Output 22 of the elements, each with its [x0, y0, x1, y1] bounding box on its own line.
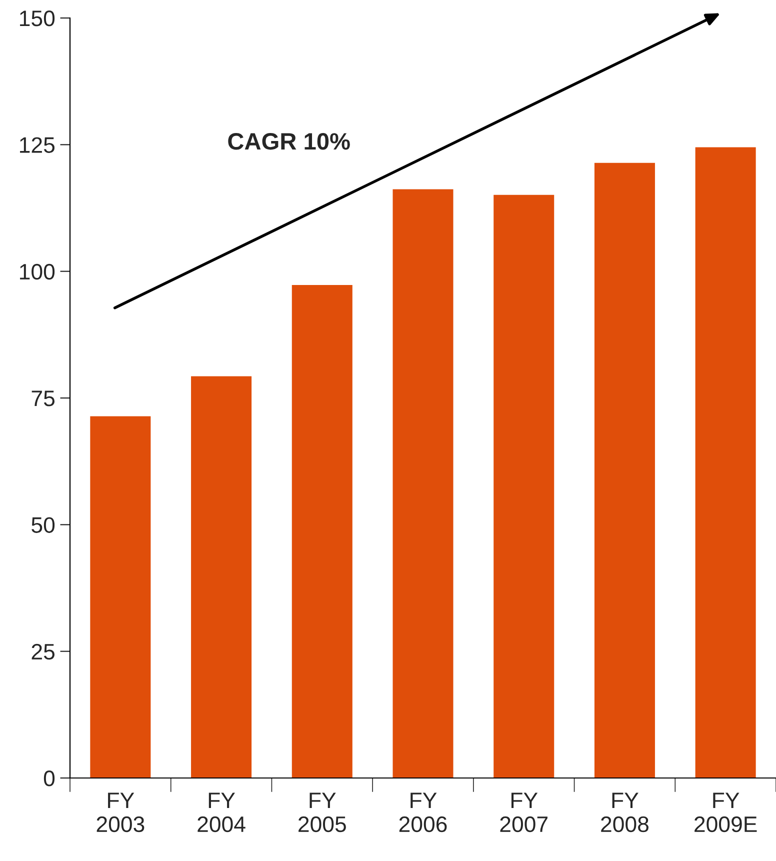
- x-tick-label: FY 2008: [601, 792, 648, 832]
- bar: [695, 147, 756, 778]
- y-tick-label: 125: [20, 137, 54, 153]
- y-tick-label: 100: [20, 264, 55, 280]
- bar: [292, 285, 352, 778]
- y-tick-label: 0: [44, 770, 55, 786]
- y-tick-label: 50: [32, 517, 55, 533]
- x-tick-label: FY 2009E: [694, 792, 757, 832]
- bar: [392, 189, 454, 778]
- y-tick-label: 25: [32, 644, 54, 660]
- y-tick-label: 150: [20, 10, 55, 26]
- x-tick-label: FY 2006: [399, 792, 447, 832]
- bar: [90, 416, 151, 778]
- bar: [494, 194, 554, 778]
- bar: [594, 162, 655, 778]
- annotation: CAGR 10%: [228, 133, 350, 150]
- bar: [191, 376, 252, 778]
- x-tick-label: FY 2007: [500, 792, 548, 832]
- y-tick-label: 75: [32, 390, 54, 406]
- x-tick-label: FY 2004: [198, 792, 246, 832]
- x-tick-label: FY 2003: [96, 792, 144, 832]
- x-tick-label: FY 2005: [298, 792, 346, 832]
